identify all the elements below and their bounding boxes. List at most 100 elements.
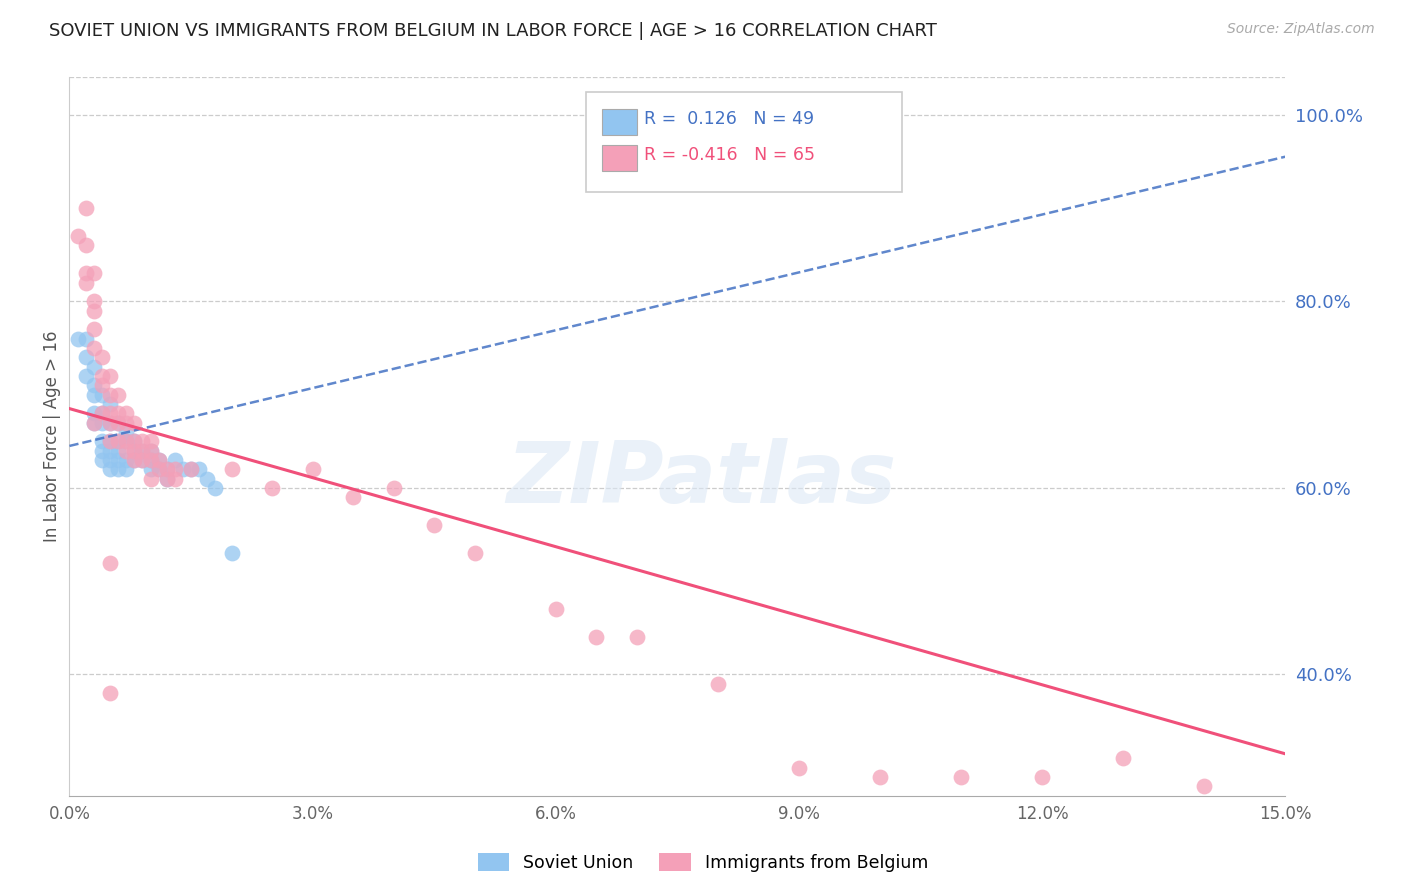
Point xyxy=(98,462,121,476)
Point xyxy=(90,406,112,420)
Point xyxy=(107,416,129,430)
Point xyxy=(115,416,138,430)
Point xyxy=(98,556,121,570)
Point xyxy=(98,406,121,420)
Point xyxy=(869,770,891,784)
Point xyxy=(83,387,105,401)
Point xyxy=(464,546,486,560)
Point xyxy=(107,443,129,458)
Point xyxy=(626,630,648,644)
Point xyxy=(172,462,194,476)
Point xyxy=(1192,780,1215,794)
Point xyxy=(148,462,170,476)
Point xyxy=(131,443,153,458)
Point xyxy=(382,481,405,495)
Point xyxy=(107,434,129,449)
Text: SOVIET UNION VS IMMIGRANTS FROM BELGIUM IN LABOR FORCE | AGE > 16 CORRELATION CH: SOVIET UNION VS IMMIGRANTS FROM BELGIUM … xyxy=(49,22,936,40)
Point xyxy=(163,472,186,486)
Point xyxy=(107,434,129,449)
Legend: Soviet Union, Immigrants from Belgium: Soviet Union, Immigrants from Belgium xyxy=(471,847,935,879)
Point xyxy=(83,322,105,336)
Point xyxy=(156,472,179,486)
Point xyxy=(139,434,162,449)
Point xyxy=(75,201,97,215)
Text: R =  0.126   N = 49: R = 0.126 N = 49 xyxy=(644,110,814,128)
Point xyxy=(544,602,567,616)
Point xyxy=(204,481,226,495)
Point xyxy=(107,387,129,401)
Point xyxy=(90,368,112,383)
Point xyxy=(98,434,121,449)
Point xyxy=(180,462,202,476)
Point xyxy=(124,443,146,458)
Point xyxy=(139,462,162,476)
Point xyxy=(156,462,179,476)
Point xyxy=(115,425,138,439)
FancyBboxPatch shape xyxy=(602,109,637,135)
Point xyxy=(585,630,607,644)
Point xyxy=(107,406,129,420)
Point xyxy=(156,472,179,486)
Point xyxy=(115,462,138,476)
Point xyxy=(124,453,146,467)
Point xyxy=(124,416,146,430)
Point xyxy=(83,294,105,309)
Point xyxy=(107,416,129,430)
Point xyxy=(90,378,112,392)
Point xyxy=(98,416,121,430)
Point xyxy=(83,406,105,420)
Point xyxy=(188,462,211,476)
Point xyxy=(75,238,97,252)
Point xyxy=(75,266,97,280)
Point xyxy=(707,677,730,691)
Point xyxy=(83,416,105,430)
Point xyxy=(195,472,218,486)
Point xyxy=(98,443,121,458)
Point xyxy=(98,397,121,411)
Point xyxy=(139,453,162,467)
Point xyxy=(98,416,121,430)
Point xyxy=(148,453,170,467)
Point xyxy=(107,453,129,467)
Point xyxy=(75,351,97,365)
Point xyxy=(115,434,138,449)
Point xyxy=(75,332,97,346)
Point xyxy=(180,462,202,476)
Point xyxy=(66,229,89,244)
Point xyxy=(124,453,146,467)
Text: ZIPatlas: ZIPatlas xyxy=(506,438,897,521)
Point xyxy=(787,761,810,775)
Point xyxy=(83,378,105,392)
Point xyxy=(98,686,121,700)
Point xyxy=(83,341,105,355)
Point xyxy=(66,332,89,346)
Point xyxy=(221,462,243,476)
Point xyxy=(98,434,121,449)
Point xyxy=(83,266,105,280)
Point xyxy=(131,453,153,467)
Point xyxy=(75,276,97,290)
Point xyxy=(163,462,186,476)
Point xyxy=(83,303,105,318)
Point xyxy=(90,406,112,420)
Point xyxy=(139,443,162,458)
Point xyxy=(139,472,162,486)
Point xyxy=(90,416,112,430)
Point xyxy=(139,443,162,458)
Point xyxy=(148,453,170,467)
Text: R = -0.416   N = 65: R = -0.416 N = 65 xyxy=(644,146,815,164)
Point xyxy=(90,443,112,458)
Point xyxy=(90,453,112,467)
Point xyxy=(115,406,138,420)
FancyBboxPatch shape xyxy=(602,145,637,171)
Point xyxy=(115,434,138,449)
FancyBboxPatch shape xyxy=(586,92,903,193)
Point xyxy=(107,462,129,476)
Point xyxy=(83,359,105,374)
Point xyxy=(262,481,284,495)
Text: Source: ZipAtlas.com: Source: ZipAtlas.com xyxy=(1227,22,1375,37)
Point xyxy=(90,351,112,365)
Point xyxy=(124,443,146,458)
Point xyxy=(156,462,179,476)
Point xyxy=(131,453,153,467)
